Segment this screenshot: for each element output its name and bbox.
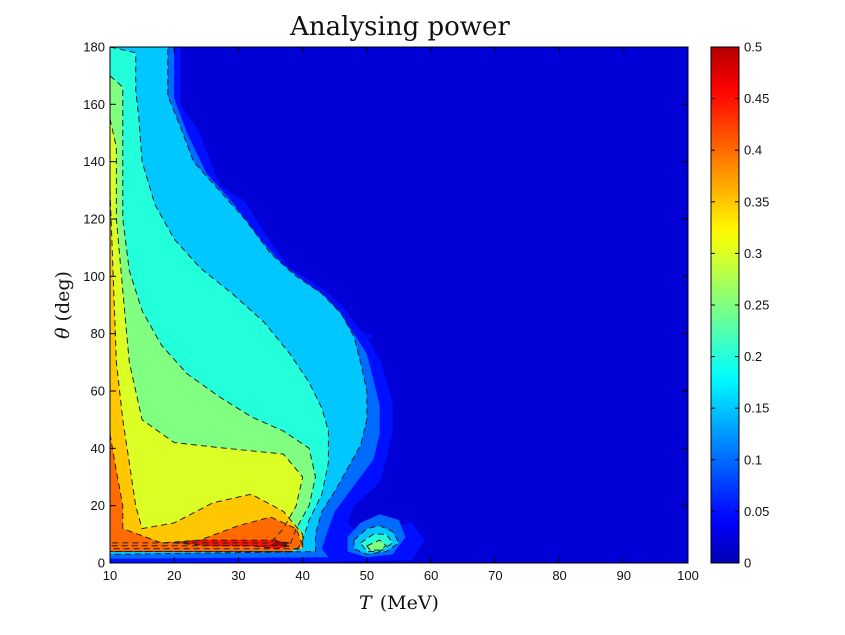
plot-area — [109, 46, 689, 564]
contour-line-4 — [110, 75, 317, 547]
chart-title: Analysing power — [289, 12, 510, 42]
x-axis-label: T (MeV) — [359, 592, 439, 614]
colorbar-tick-label: 0.3 — [744, 246, 762, 261]
colorbar-tick-label: 0 — [744, 556, 751, 571]
y-axis-label: θ (deg) — [52, 271, 74, 339]
y-axis-symbol: θ — [52, 327, 74, 339]
colorbar-tick-label: 0.05 — [744, 504, 769, 519]
colorbar-tick-label: 0.5 — [744, 40, 762, 55]
colorbar-ticks: 0 0.05 0.1 0.15 0.2 0.25 0.3 0.35 0.4 0.45 0.5 — [711, 40, 769, 571]
colorbar: 0 0.05 0.1 0.15 0.2 0.25 0.3 0.35 0.4 0.45 0.5 — [710, 40, 769, 571]
colorbar-tick-label: 0.1 — [744, 452, 762, 467]
contour-line-3 — [110, 47, 329, 552]
x-tick-label: 90 — [617, 568, 631, 583]
colorbar-gradient — [710, 46, 740, 564]
x-tick-label: 70 — [488, 568, 502, 583]
y-tick-label: 160 — [83, 97, 105, 112]
x-tick-label: 50 — [360, 568, 374, 583]
colorbar-tick-label: 0.45 — [744, 91, 769, 106]
contour-region-14 — [363, 333, 374, 338]
y-tick-label: 60 — [91, 384, 105, 399]
y-tick-label: 140 — [83, 154, 105, 169]
colorbar-tick-label: 0.15 — [744, 401, 769, 416]
contour-region-4 — [110, 75, 316, 546]
y-tick-label: 120 — [83, 212, 105, 227]
plot-frame — [109, 46, 689, 564]
y-tick-label: 180 — [83, 40, 105, 55]
contour-region-13 — [366, 540, 387, 551]
colorbar-tick-label: 0.35 — [744, 194, 769, 209]
x-axis: 10 20 30 40 50 60 70 80 90 100 — [103, 47, 699, 583]
x-tick-label: 80 — [552, 568, 566, 583]
contour-regions — [110, 47, 425, 563]
contour-line-6 — [110, 190, 304, 550]
x-tick-label: 60 — [424, 568, 438, 583]
y-tick-label: 20 — [91, 498, 105, 513]
x-axis-symbol: T — [359, 592, 373, 614]
contour-region-7 — [110, 434, 303, 552]
x-tick-label: 40 — [295, 568, 309, 583]
contour-line-7 — [110, 433, 304, 552]
y-tick-label: 40 — [91, 441, 105, 456]
contour-line-11 — [353, 525, 400, 555]
contour-region-6 — [110, 190, 303, 549]
x-tick-label: 30 — [231, 568, 245, 583]
x-axis-unit: (MeV) — [380, 592, 439, 614]
x-tick-label: 20 — [167, 568, 181, 583]
y-axis: 0 20 40 60 80 100 120 140 160 180 — [83, 40, 688, 571]
y-tick-label: 100 — [83, 269, 105, 284]
contour-region-5 — [110, 118, 303, 543]
contour-line-13 — [366, 539, 388, 551]
contour-line-5 — [110, 118, 304, 544]
contour-line-12 — [359, 533, 394, 552]
contour-line-8 — [174, 539, 292, 550]
contour-region-8 — [174, 540, 290, 549]
colorbar-tick-label: 0.25 — [744, 298, 769, 313]
x-tick-label: 100 — [677, 568, 699, 583]
colorbar-tick-label: 0.4 — [744, 143, 762, 158]
colorbar-tick-label: 0.2 — [744, 349, 762, 364]
y-axis-unit: (deg) — [52, 271, 74, 321]
x-tick-label: 10 — [103, 568, 117, 583]
y-tick-label: 0 — [98, 556, 105, 571]
contour-line-2 — [110, 47, 368, 555]
contour-line-9 — [268, 540, 292, 547]
y-tick-label: 80 — [91, 326, 105, 341]
contour-lines — [110, 47, 400, 555]
